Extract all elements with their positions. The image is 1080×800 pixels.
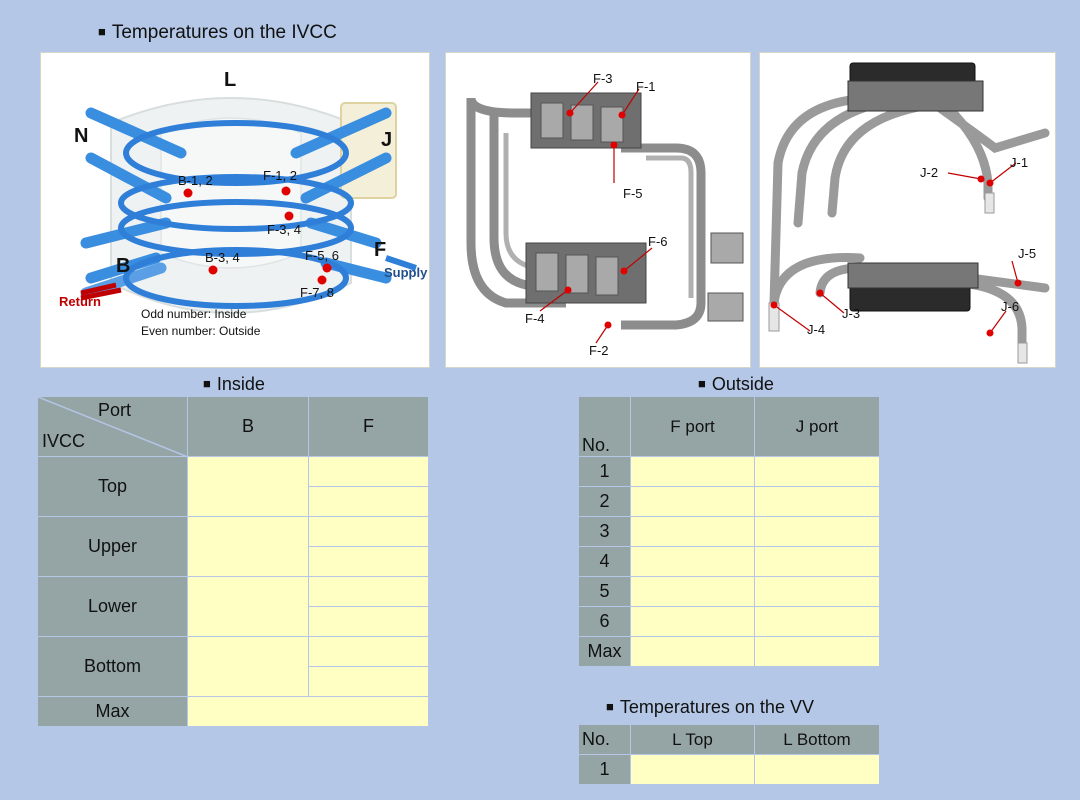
outside-table: No. F port J port 1 2 3 4 5 6 Max bbox=[578, 396, 880, 667]
ivcc-coil-diagram bbox=[80, 97, 417, 314]
supply-label: Supply bbox=[384, 265, 428, 280]
point-label-f78: F-7, 8 bbox=[300, 285, 334, 300]
vv-table: No. L Top L Bottom 1 bbox=[578, 724, 880, 785]
outside-cell-6-f[interactable] bbox=[630, 606, 755, 637]
corner-port-label: Port bbox=[97, 400, 131, 420]
outside-row-1: 1 bbox=[578, 456, 631, 487]
j-port-feeder-model bbox=[768, 62, 1050, 364]
outside-row-max: Max bbox=[578, 636, 631, 667]
f-label-f5: F-5 bbox=[623, 186, 643, 201]
note-odd: Odd number: Inside bbox=[141, 307, 247, 321]
point-label-b12: B-1, 2 bbox=[178, 173, 213, 188]
outside-row-3: 3 bbox=[578, 516, 631, 547]
outside-cell-2-j[interactable] bbox=[754, 486, 880, 517]
inside-col-b: B bbox=[187, 396, 309, 457]
inside-row-top: Top bbox=[37, 456, 188, 517]
j-label-j1: J-1 bbox=[1010, 155, 1029, 170]
vv-no-header: No. bbox=[578, 724, 631, 755]
inside-cell-max[interactable] bbox=[187, 696, 429, 727]
outside-cell-4-f[interactable] bbox=[630, 546, 755, 577]
f-label-f4: F-4 bbox=[525, 311, 545, 326]
point-label-f34: F-3, 4 bbox=[267, 222, 301, 237]
outside-row-5: 5 bbox=[578, 576, 631, 607]
f-label-f3: F-3 bbox=[593, 71, 613, 86]
coil-label-j: J bbox=[381, 129, 393, 151]
point-label-b34: B-3, 4 bbox=[205, 250, 240, 265]
ivcc-diagram-panel: L N J B F B-1, 2 F-1, 2 F-3, 4 B-3, 4 F-… bbox=[40, 52, 430, 368]
coil-label-f: F bbox=[374, 239, 387, 261]
vv-col-l-bottom: L Bottom bbox=[754, 724, 880, 755]
outside-cell-3-f[interactable] bbox=[630, 516, 755, 547]
return-label: Return bbox=[59, 294, 101, 309]
outside-row-6: 6 bbox=[578, 606, 631, 637]
outside-cell-5-j[interactable] bbox=[754, 576, 880, 607]
vv-col-l-top: L Top bbox=[630, 724, 755, 755]
outside-cell-3-j[interactable] bbox=[754, 516, 880, 547]
f-port-feeder-model bbox=[466, 81, 744, 344]
j-label-j6: J-6 bbox=[1001, 299, 1020, 314]
inside-row-upper: Upper bbox=[37, 516, 188, 577]
f-port-panel: F-3 F-1 F-5 F-6 F-4 F-2 bbox=[445, 52, 751, 368]
note-even: Even number: Outside bbox=[141, 324, 261, 338]
outside-cell-1-f[interactable] bbox=[630, 456, 755, 487]
vv-cell-1-l-bottom[interactable] bbox=[754, 754, 880, 785]
outside-cell-max-f[interactable] bbox=[630, 636, 755, 667]
outside-row-4: 4 bbox=[578, 546, 631, 577]
outside-cell-6-j[interactable] bbox=[754, 606, 880, 637]
outside-title: ■ Outside bbox=[698, 374, 774, 394]
outside-no-header: No. bbox=[578, 396, 631, 457]
inside-row-max: Max bbox=[37, 696, 188, 727]
j-label-j2: J-2 bbox=[920, 165, 939, 180]
outside-cell-4-j[interactable] bbox=[754, 546, 880, 577]
coil-label-l: L bbox=[224, 69, 237, 91]
ivcc-title: ■ Temperatures on the IVCC bbox=[98, 22, 337, 43]
vv-title: ■ Temperatures on the VV bbox=[606, 697, 814, 717]
inside-table: Port IVCC B F Top Upper Lower Bottom Max bbox=[37, 396, 429, 727]
inside-cell-bottom-f1[interactable] bbox=[308, 636, 429, 667]
outside-cell-2-f[interactable] bbox=[630, 486, 755, 517]
f-label-f2: F-2 bbox=[589, 343, 609, 358]
inside-cell-bottom-b[interactable] bbox=[187, 636, 309, 697]
f-label-f6: F-6 bbox=[648, 234, 668, 249]
j-label-j3: J-3 bbox=[842, 306, 861, 321]
inside-cell-top-b[interactable] bbox=[187, 456, 309, 517]
vv-row-1: 1 bbox=[578, 754, 631, 785]
inside-cell-bottom-f2[interactable] bbox=[308, 666, 429, 697]
point-label-f56: F-5, 6 bbox=[305, 248, 339, 263]
outside-col-f-port: F port bbox=[630, 396, 755, 457]
inside-cell-top-f1[interactable] bbox=[308, 456, 429, 487]
inside-cell-lower-f2[interactable] bbox=[308, 606, 429, 637]
outside-cell-max-j[interactable] bbox=[754, 636, 880, 667]
j-label-j5: J-5 bbox=[1018, 246, 1037, 261]
inside-row-lower: Lower bbox=[37, 576, 188, 637]
outside-row-2: 2 bbox=[578, 486, 631, 517]
corner-ivcc-label: IVCC bbox=[42, 431, 86, 451]
coil-label-b: B bbox=[116, 255, 131, 277]
inside-cell-lower-b[interactable] bbox=[187, 576, 309, 637]
j-port-panel: J-2 J-1 J-5 J-3 J-4 J-6 bbox=[759, 52, 1056, 368]
inside-cell-upper-f2[interactable] bbox=[308, 546, 429, 577]
inside-cell-upper-f1[interactable] bbox=[308, 516, 429, 547]
inside-cell-upper-b[interactable] bbox=[187, 516, 309, 577]
inside-col-f: F bbox=[308, 396, 429, 457]
outside-col-j-port: J port bbox=[754, 396, 880, 457]
inside-cell-lower-f1[interactable] bbox=[308, 576, 429, 607]
inside-corner-cell: Port IVCC bbox=[37, 396, 188, 457]
outside-cell-5-f[interactable] bbox=[630, 576, 755, 607]
coil-label-n: N bbox=[74, 125, 89, 147]
vv-cell-1-l-top[interactable] bbox=[630, 754, 755, 785]
inside-title: ■ Inside bbox=[203, 374, 265, 394]
inside-cell-top-f2[interactable] bbox=[308, 486, 429, 517]
j-label-j4: J-4 bbox=[807, 322, 826, 337]
outside-cell-1-j[interactable] bbox=[754, 456, 880, 487]
inside-row-bottom: Bottom bbox=[37, 636, 188, 697]
corner-diagonal bbox=[38, 397, 188, 457]
f-label-f1: F-1 bbox=[636, 79, 656, 94]
point-label-f12: F-1, 2 bbox=[263, 168, 297, 183]
